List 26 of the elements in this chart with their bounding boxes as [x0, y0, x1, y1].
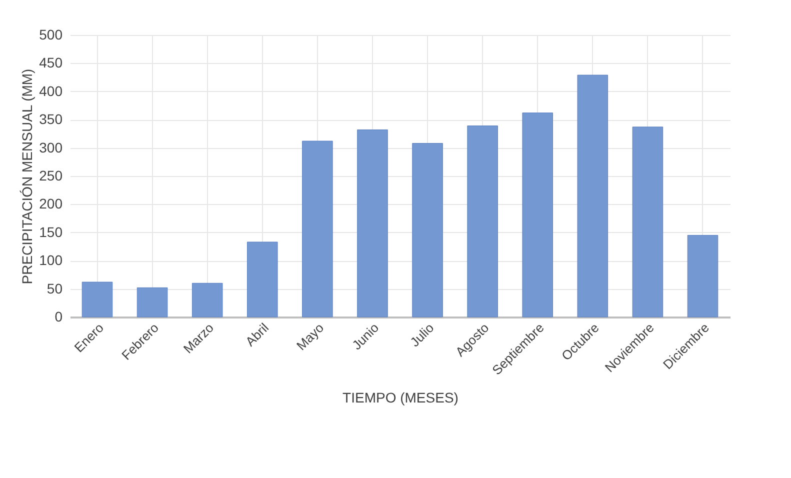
bar: [687, 234, 718, 318]
y-axis-title: PRECIPITACIÓN MENSUAL (MM): [19, 68, 36, 284]
bar: [577, 74, 608, 318]
y-tick-label: 350: [39, 111, 63, 128]
x-axis-title: TIEMPO (MESES): [342, 390, 458, 406]
bar: [467, 126, 498, 318]
bar: [302, 140, 333, 318]
y-tick-label: 100: [39, 252, 63, 268]
bar: [522, 112, 553, 318]
y-tick-label: 500: [39, 26, 63, 42]
y-tick-label: 450: [39, 54, 63, 71]
y-tick-label: 0: [54, 308, 63, 324]
y-tick-label: 250: [39, 168, 63, 184]
y-tick-label: 200: [39, 196, 63, 212]
y-tick-label: 150: [39, 224, 63, 240]
bar: [357, 130, 388, 318]
y-tick-label: 50: [46, 280, 63, 296]
y-tick-label: 400: [39, 82, 63, 99]
bar: [412, 143, 443, 318]
bar: [247, 242, 278, 318]
bar: [632, 126, 664, 318]
bar: [82, 282, 113, 318]
x-tick-label: Julio: [407, 320, 437, 350]
bar: [136, 287, 168, 318]
bar: [192, 282, 223, 318]
y-tick-label: 300: [39, 139, 63, 156]
